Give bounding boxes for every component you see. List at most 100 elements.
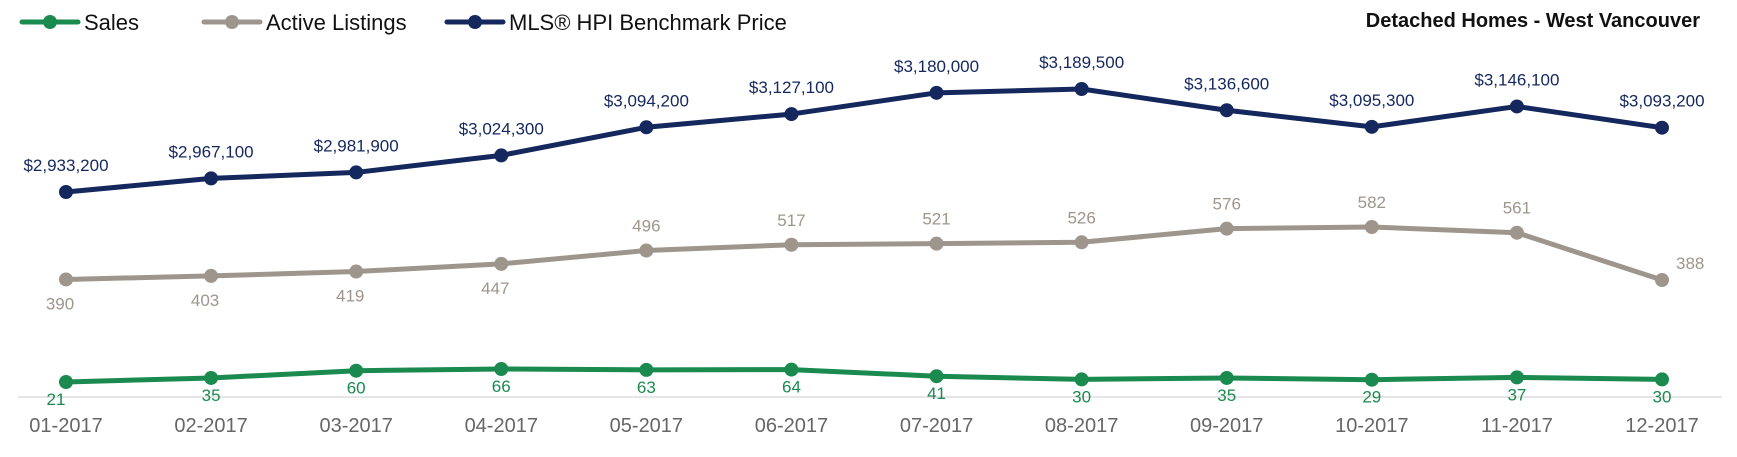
data-point bbox=[204, 370, 219, 385]
data-label: $2,933,200 bbox=[23, 156, 108, 175]
data-point bbox=[204, 171, 219, 186]
data-label: 403 bbox=[191, 291, 219, 310]
data-point bbox=[784, 237, 799, 252]
data-label: 496 bbox=[632, 216, 660, 235]
legend-label: Sales bbox=[84, 10, 139, 35]
data-point bbox=[929, 369, 944, 384]
data-label: $3,127,100 bbox=[749, 78, 834, 97]
series-layer: 390 403 419 447 496 517 521 526 576 582 561 388 $2,9… bbox=[23, 53, 1704, 409]
series-active-listings: 390 403 419 447 496 517 521 526 576 582 561 388 bbox=[46, 193, 1705, 313]
x-tick-label: 05-2017 bbox=[610, 415, 683, 437]
x-tick-label: 09-2017 bbox=[1190, 415, 1263, 437]
data-label: 29 bbox=[1362, 388, 1381, 407]
data-point bbox=[1655, 372, 1669, 387]
data-point bbox=[1074, 372, 1089, 387]
x-tick-label: 02-2017 bbox=[174, 415, 247, 437]
series-mls-hpi-benchmark-price: $2,933,200 $2,967,100 $2,981,900 $3,024,300… bbox=[23, 53, 1705, 199]
data-point bbox=[784, 107, 799, 122]
data-label: 30 bbox=[1072, 387, 1091, 406]
data-label: $3,189,500 bbox=[1039, 53, 1124, 72]
legend-item: Active Listings bbox=[201, 10, 407, 35]
legend-item: MLS® HPI Benchmark Price bbox=[444, 10, 787, 35]
data-label: $3,094,200 bbox=[604, 91, 689, 110]
data-label: 30 bbox=[1653, 387, 1672, 406]
data-label: 37 bbox=[1507, 385, 1526, 404]
data-label: $2,981,900 bbox=[314, 136, 399, 155]
data-label: 526 bbox=[1067, 208, 1095, 227]
data-point bbox=[1219, 370, 1234, 385]
legend-swatch-marker bbox=[43, 15, 57, 29]
data-point bbox=[1509, 225, 1524, 240]
chart-title: Detached Homes - West Vancouver bbox=[1366, 10, 1700, 32]
data-label: 419 bbox=[336, 287, 364, 306]
data-point bbox=[929, 236, 944, 251]
data-point bbox=[59, 272, 73, 287]
x-tick-label: 01-2017 bbox=[29, 415, 102, 437]
data-label: 582 bbox=[1358, 193, 1386, 212]
data-point bbox=[1364, 372, 1379, 387]
data-label: $3,024,300 bbox=[459, 119, 544, 138]
data-point bbox=[1509, 370, 1524, 385]
data-label: 388 bbox=[1676, 254, 1704, 273]
series-line bbox=[63, 224, 1665, 283]
x-tick-label: 03-2017 bbox=[319, 415, 392, 437]
x-tick-label: 07-2017 bbox=[900, 415, 973, 437]
x-axis-ticks: 01-2017 02-2017 03-2017 04-2017 05-2017 06-20… bbox=[29, 415, 1698, 437]
data-label: 63 bbox=[637, 378, 656, 397]
legend-label: MLS® HPI Benchmark Price bbox=[509, 10, 787, 35]
data-label: 41 bbox=[927, 384, 946, 403]
data-point bbox=[1074, 82, 1089, 96]
x-tick-label: 06-2017 bbox=[755, 415, 828, 437]
data-point bbox=[1364, 119, 1379, 134]
data-label: 390 bbox=[46, 294, 74, 313]
legend-swatch-marker bbox=[468, 15, 482, 29]
data-label: 60 bbox=[347, 379, 366, 398]
data-label: 64 bbox=[782, 378, 801, 397]
data-label: 447 bbox=[481, 279, 509, 298]
data-label: 576 bbox=[1213, 195, 1241, 214]
data-point bbox=[639, 243, 654, 258]
legend-item: Sales bbox=[19, 10, 139, 35]
data-point bbox=[494, 148, 509, 163]
data-point bbox=[494, 256, 509, 271]
data-label: 561 bbox=[1503, 199, 1531, 218]
data-point bbox=[1219, 221, 1234, 236]
data-point bbox=[1655, 273, 1669, 287]
data-label: $3,095,300 bbox=[1329, 91, 1414, 110]
data-label: $3,180,000 bbox=[894, 57, 979, 76]
x-tick-label: 11-2017 bbox=[1481, 415, 1553, 437]
data-label: $2,967,100 bbox=[169, 142, 254, 161]
data-point bbox=[1074, 235, 1089, 250]
x-tick-label: 04-2017 bbox=[465, 415, 538, 437]
data-point bbox=[349, 264, 364, 279]
data-label: $3,146,100 bbox=[1474, 70, 1559, 89]
series-line bbox=[63, 86, 1665, 195]
data-point bbox=[1219, 103, 1234, 118]
x-tick-label: 10-2017 bbox=[1335, 415, 1408, 437]
data-point bbox=[929, 85, 944, 100]
data-point bbox=[639, 120, 654, 135]
data-label: 35 bbox=[202, 386, 221, 405]
data-label: 517 bbox=[777, 211, 805, 230]
data-point bbox=[59, 185, 73, 199]
x-tick-label: 12-2017 bbox=[1625, 415, 1698, 437]
series-sales: 21 35 60 66 63 64 41 30 35 29 37 30 bbox=[47, 362, 1672, 409]
series-line bbox=[63, 366, 1665, 385]
data-label: $3,093,200 bbox=[1619, 92, 1704, 111]
legend-label: Active Listings bbox=[266, 10, 407, 35]
data-point bbox=[1364, 220, 1379, 234]
data-point bbox=[494, 362, 509, 376]
data-label: 35 bbox=[1217, 386, 1236, 405]
x-tick-label: 08-2017 bbox=[1045, 415, 1118, 437]
data-label: $3,136,600 bbox=[1184, 74, 1269, 93]
data-point bbox=[349, 165, 364, 180]
data-point bbox=[1509, 99, 1524, 114]
legend: Sales Active Listings MLS® HPI Benchmark P… bbox=[19, 10, 787, 35]
data-point bbox=[349, 363, 364, 378]
data-point bbox=[784, 362, 799, 377]
legend-swatch-marker bbox=[225, 15, 239, 29]
data-label: 521 bbox=[922, 210, 950, 229]
data-label: 21 bbox=[47, 390, 66, 409]
data-label: 66 bbox=[492, 377, 511, 396]
